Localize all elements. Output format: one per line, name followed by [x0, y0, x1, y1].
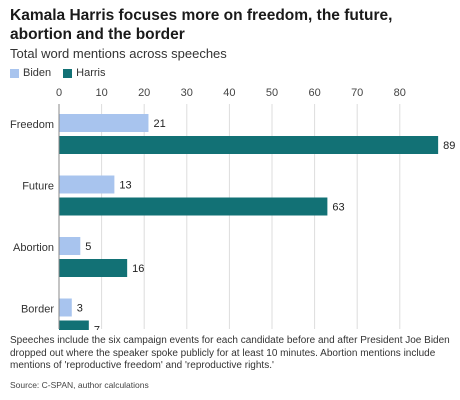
chart-source: Source: C-SPAN, author calculations [10, 380, 149, 390]
bar-chart: 0 10 20 30 40 50 60 70 80 Freedom 21 89 Future 13 63 Ab… [10, 87, 455, 331]
category-label: Future [22, 181, 54, 193]
category-label: Border [21, 304, 54, 316]
legend: Biden Harris [10, 67, 117, 79]
bar-harris [59, 136, 439, 154]
bar-biden [59, 237, 81, 255]
bar-biden [59, 298, 72, 317]
x-tick-label: 40 [223, 87, 235, 99]
data-label: 5 [85, 241, 91, 253]
legend-label-harris: Harris [76, 67, 106, 79]
legend-swatch-biden [10, 68, 19, 78]
bar-harris [59, 259, 128, 277]
chart-footnote: Speeches include the six campaign events… [10, 335, 450, 371]
legend-item-biden: Biden [10, 67, 51, 79]
bar-biden [59, 175, 115, 194]
x-tick-label: 10 [95, 87, 107, 99]
category-label: Abortion [13, 242, 54, 254]
category-label: Freedom [10, 119, 54, 131]
x-tick-label: 30 [181, 87, 193, 99]
data-label: 13 [119, 180, 131, 192]
legend-item-harris: Harris [63, 67, 105, 79]
data-label: 89 [443, 140, 455, 152]
bar-harris [59, 197, 328, 216]
x-tick-label: 80 [394, 87, 406, 99]
x-tick-label: 70 [351, 87, 363, 99]
bar-biden [59, 114, 149, 132]
chart-title: Kamala Harris focuses more on freedom, t… [10, 7, 393, 43]
x-tick-label: 50 [266, 87, 278, 99]
chart-subtitle: Total word mentions across speeches [10, 46, 227, 61]
data-label: 3 [77, 303, 83, 315]
bar-harris [59, 320, 89, 330]
legend-swatch-harris [63, 68, 73, 78]
data-label: 21 [153, 118, 165, 130]
x-tick-label: 60 [308, 87, 320, 99]
data-label: 16 [132, 263, 144, 275]
x-tick-label: 0 [56, 87, 62, 99]
legend-label-biden: Biden [23, 67, 52, 79]
data-label: 7 [94, 325, 100, 331]
x-tick-label: 20 [138, 87, 150, 99]
data-label: 63 [332, 202, 344, 214]
